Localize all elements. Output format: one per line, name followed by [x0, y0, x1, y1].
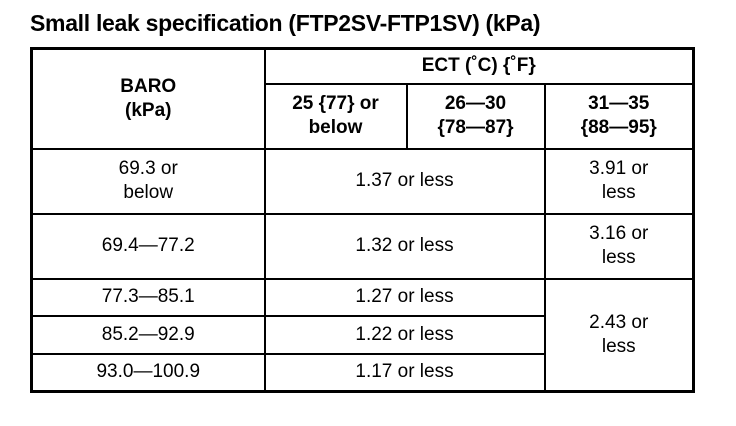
- table-row: 69.3 or below 1.37 or less 3.91 or less: [30, 147, 695, 215]
- table-row: 77.3—85.1 1.27 or less 2.43 or less: [30, 277, 695, 393]
- spec-cell-high: 3.16 or less: [543, 212, 695, 280]
- baro-header-unit: (kPa): [125, 99, 172, 121]
- spec-cell: 1.22 or less: [263, 314, 546, 355]
- ect-subheader-row: 25 {77} or below 26—30 {78—87} 31—35 {88—95…: [32, 82, 695, 150]
- table-row: 69.4—77.2 1.32 or less 3.16 or less: [30, 212, 695, 280]
- ect-header: ECT (˚C) {˚F}: [263, 47, 695, 85]
- spec-cell: 1.37 or less: [263, 147, 546, 215]
- header-row: BARO (kPa) ECT (˚C) {˚F}: [30, 47, 695, 150]
- spec-cell-high: 3.91 or less: [543, 147, 695, 215]
- baro-cell: 85.2—92.9: [30, 314, 266, 355]
- ect-col-3: 31—35 {88—95}: [543, 82, 695, 150]
- baro-header: BARO (kPa): [30, 47, 266, 150]
- baro-header-line: BARO: [120, 75, 177, 97]
- page-title: Small leak specification (FTP2SV-FTP1SV)…: [30, 10, 541, 36]
- spec-cell-high: 2.43 or less: [543, 277, 695, 393]
- spec-cell: 1.17 or less: [263, 352, 546, 393]
- baro-cell: 93.0—100.9: [30, 352, 266, 393]
- baro-cell: 77.3—85.1: [30, 277, 266, 317]
- table-row: 85.2—92.9 1.22 or less: [30, 314, 694, 355]
- ect-col-2: 26—30 {78—87}: [405, 82, 546, 150]
- spec-cell: 1.32 or less: [263, 212, 546, 280]
- table-row: 93.0—100.9 1.17 or less: [30, 352, 694, 393]
- baro-cell: 69.3 or below: [30, 147, 266, 215]
- ect-col-1: 25 {77} or below: [263, 82, 408, 150]
- spec-cell: 1.27 or less: [263, 277, 546, 317]
- small-leak-spec-table: BARO (kPa) ECT (˚C) {˚F} 25 {77} or below…: [30, 47, 695, 393]
- baro-cell: 69.4—77.2: [30, 212, 266, 280]
